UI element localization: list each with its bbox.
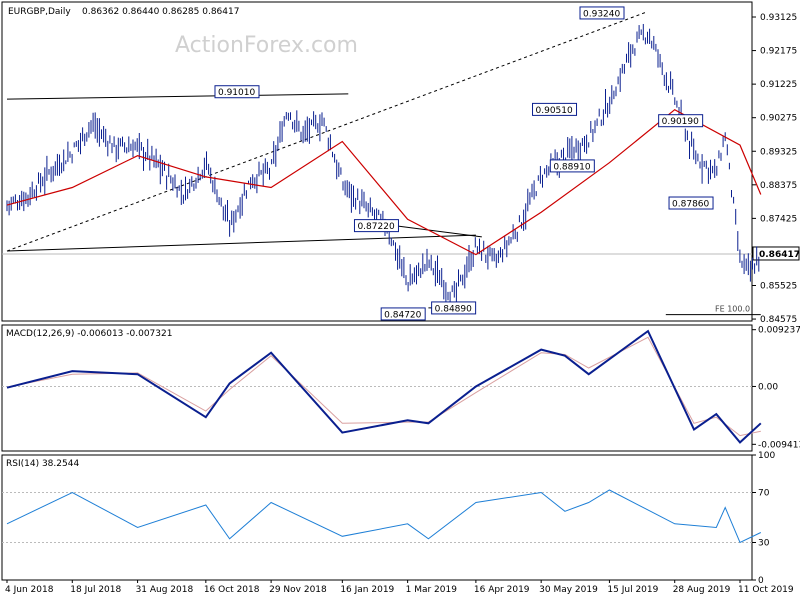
level-label: 0.88910 [553, 162, 590, 172]
price-y-tick-label: 0.87425 [760, 214, 797, 224]
fe-annotation: FE 100.0 [715, 305, 750, 314]
x-axis-label: 11 Oct 2019 [738, 585, 794, 595]
ohlc-values: 0.86362 0.86440 0.86285 0.86417 [82, 7, 239, 17]
level-label: 0.90510 [536, 106, 573, 116]
x-axis-label: 18 Jul 2018 [70, 585, 121, 595]
price-y-tick-label: 0.85525 [760, 281, 797, 291]
wedge-top-line [394, 225, 482, 238]
macd-y-tick-label: 0.00 [758, 382, 778, 392]
price-y-tick-label: 0.88375 [760, 181, 797, 191]
macd-line [6, 329, 762, 444]
current-price-label: 0.86417 [759, 250, 800, 260]
level-label-box [532, 102, 578, 116]
rsi-y-tick-label: 70 [758, 489, 770, 499]
level-label: 0.84720 [384, 310, 421, 320]
price-y-tick-label: 0.91225 [760, 80, 797, 90]
price-y-tick-label: 0.90275 [760, 114, 797, 124]
price-y-tick-label: 0.93125 [760, 13, 797, 23]
rsi-y-tick-label: 30 [758, 539, 770, 549]
x-axis-label: 15 Jul 2019 [607, 585, 658, 595]
rsi-panel-frame [1, 454, 753, 581]
rsi-y-tick-label: 0 [758, 576, 764, 586]
channel-bottom-line [6, 234, 476, 252]
x-axis-label: 4 Jun 2018 [5, 585, 54, 595]
level-label: 0.93240 [583, 9, 620, 19]
rsi-title: RSI(14) 38.2544 [6, 459, 79, 469]
macd-y-tick-label: 0.009237 [758, 326, 800, 336]
price-y-tick-label: 0.92175 [760, 47, 797, 57]
x-axis-label: 29 Nov 2018 [269, 585, 327, 595]
price-panel-frame [1, 1, 753, 322]
price-y-tick-label: 0.89325 [760, 147, 797, 157]
current-price-tag [752, 246, 800, 261]
rsi-y-tick-label: 100 [758, 451, 775, 461]
level-label-box [353, 219, 399, 233]
x-axis-label: 30 May 2019 [539, 585, 598, 595]
chart-symbol-title: EURGBP,Daily [8, 7, 71, 17]
x-axis-label: 16 Jan 2019 [340, 585, 394, 595]
level-label-box [549, 159, 595, 173]
watermark-text: ActionForex.com [175, 33, 358, 58]
macd-panel-frame [1, 324, 753, 452]
macd-y-tick-label: -0.009413 [758, 440, 800, 450]
level-label: 0.84890 [435, 304, 472, 314]
level-label-box [214, 85, 260, 99]
x-axis-label: 1 Mar 2019 [406, 585, 458, 595]
price-y-tick-label: 0.84575 [760, 315, 797, 325]
macd-signal-line [6, 336, 761, 437]
channel-top-line [6, 93, 349, 100]
level-label-box [658, 114, 704, 128]
level-label: 0.87220 [357, 222, 394, 232]
level-label: 0.91010 [218, 88, 255, 98]
level-label: 0.90190 [662, 117, 699, 127]
rsi-line [6, 489, 762, 544]
level-label-box [668, 196, 714, 210]
x-axis-label: 16 Oct 2018 [204, 585, 260, 595]
level-label-box [380, 307, 426, 321]
level-label-box [431, 301, 477, 315]
macd-title: MACD(12,26,9) -0.006013 -0.007321 [6, 329, 172, 339]
price-bars [6, 23, 760, 307]
level-label-box [579, 6, 625, 20]
x-axis-label: 31 Aug 2018 [136, 585, 194, 595]
x-axis-label: 16 Apr 2019 [474, 585, 530, 595]
level-label: 0.87860 [672, 200, 709, 210]
x-axis-label: 28 Aug 2019 [673, 585, 731, 595]
moving-average-line [6, 108, 762, 256]
